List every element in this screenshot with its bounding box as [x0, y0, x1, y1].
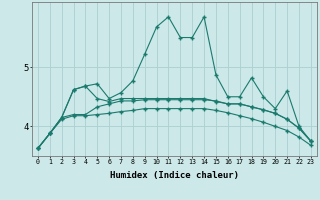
X-axis label: Humidex (Indice chaleur): Humidex (Indice chaleur) [110, 171, 239, 180]
